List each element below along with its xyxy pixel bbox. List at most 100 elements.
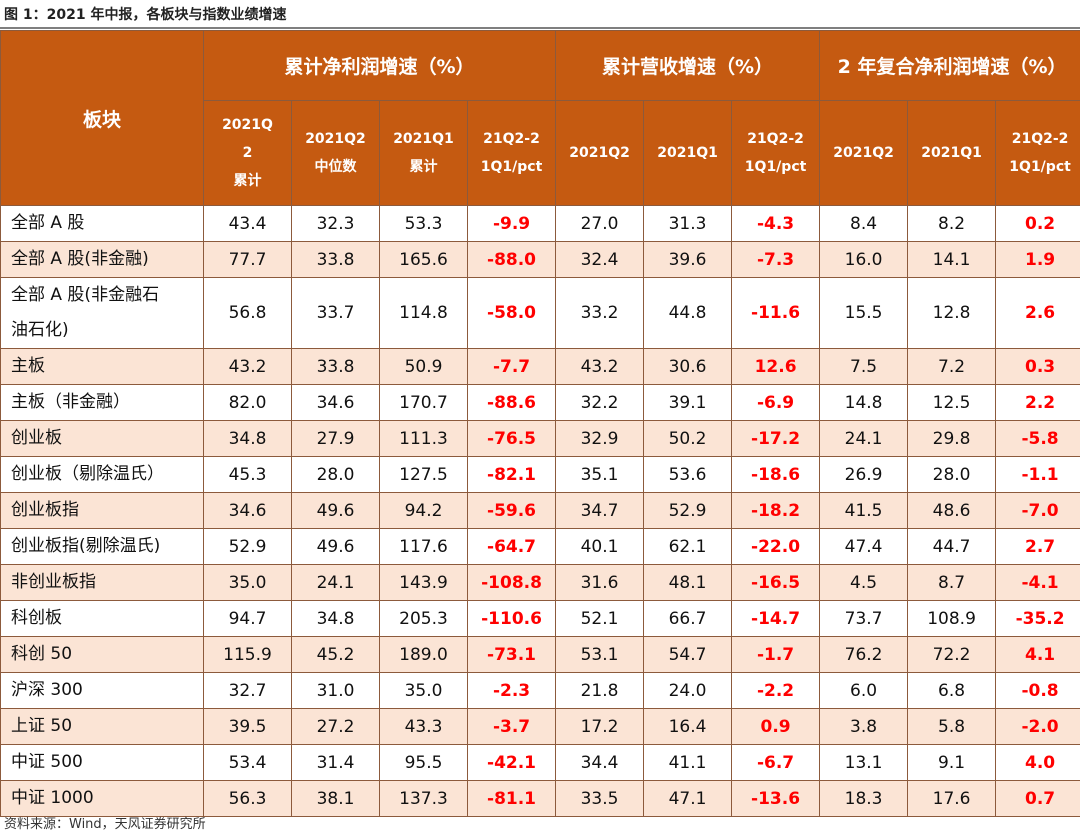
value-cell: 33.8	[291, 348, 380, 385]
value-cell: 2.6	[995, 277, 1080, 349]
value-cell: 31.4	[291, 744, 380, 781]
value-cell: -2.0	[995, 708, 1080, 745]
value-cell: 12.8	[907, 277, 997, 349]
table-row: 全部 A 股 43.4 32.3 53.3 -9.9 27.0 31.3 -4.3 8.4 8.2…	[0, 205, 1080, 242]
table-row: 科创 50 115.9 45.2 189.0 -73.1 53.1 54.7 -1.7 76.2…	[0, 636, 1080, 673]
group-header-net-profit: 累计净利润增速（%）	[202, 30, 557, 101]
row-label-line: 创业板指(剔除温氏)	[11, 536, 161, 556]
value-cell: 108.9	[907, 600, 997, 637]
row-label-line: 科创 50	[11, 644, 73, 664]
value-cell: 32.7	[203, 672, 292, 709]
table-row: 中证 1000 56.3 38.1 137.3 -81.1 33.5 47.1 -13.6 18…	[0, 780, 1080, 817]
source-note: 资料来源：Wind，天风证券研究所	[4, 817, 206, 832]
value-cell: 3.8	[819, 708, 909, 745]
value-cell: 53.3	[379, 205, 468, 242]
value-cell: 41.5	[819, 492, 909, 529]
table-row: 科创板 94.7 34.8 205.3 -110.6 52.1 66.7 -14.7 73.7 1…	[0, 600, 1080, 637]
value-cell: 13.1	[819, 744, 909, 781]
row-label: 创业板（剔除温氏）	[0, 456, 204, 493]
value-cell: -7.3	[731, 241, 821, 278]
row-label: 科创 50	[0, 636, 204, 673]
value-cell: -73.1	[466, 636, 557, 673]
value-cell: 4.5	[819, 564, 909, 601]
value-cell: 34.6	[203, 492, 292, 529]
value-cell: -6.9	[731, 384, 821, 421]
row-label: 创业板指(剔除温氏)	[0, 528, 204, 565]
value-cell: -64.7	[466, 528, 557, 565]
value-cell: 0.2	[995, 205, 1080, 242]
value-cell: 24.0	[643, 672, 733, 709]
value-cell: -7.7	[466, 348, 557, 385]
group-header-revenue: 累计营收增速（%）	[555, 30, 821, 101]
table-row: 主板（非金融） 82.0 34.6 170.7 -88.6 32.2 39.1 -6.9 14.…	[0, 384, 1080, 421]
value-cell: 94.2	[379, 492, 468, 529]
value-cell: 56.8	[203, 277, 292, 349]
value-cell: -4.3	[731, 205, 821, 242]
value-cell: 33.8	[291, 241, 380, 278]
value-cell: 24.1	[291, 564, 380, 601]
row-label: 主板	[0, 348, 204, 385]
value-cell: 62.1	[643, 528, 733, 565]
subheader-line: 2021Q1	[921, 145, 982, 161]
group-header-2y-cagr: 2 年复合净利润增速（%）	[819, 30, 1080, 101]
subheader-line: 21Q2-2	[483, 131, 540, 147]
value-cell: 94.7	[203, 600, 292, 637]
value-cell: 165.6	[379, 241, 468, 278]
value-cell: 95.5	[379, 744, 468, 781]
subheader-line: 2021Q1	[393, 131, 454, 147]
value-cell: 32.3	[291, 205, 380, 242]
value-cell: -2.3	[466, 672, 557, 709]
value-cell: -76.5	[466, 420, 557, 457]
value-cell: -18.6	[731, 456, 821, 493]
table-row: 沪深 300 32.7 31.0 35.0 -2.3 21.8 24.0 -2.2 6.0 6.8…	[0, 672, 1080, 709]
subheader-line: 1Q1/pct	[1009, 159, 1071, 175]
value-cell: 14.8	[819, 384, 909, 421]
table-row: 创业板（剔除温氏） 45.3 28.0 127.5 -82.1 35.1 53.6 -18.6…	[0, 456, 1080, 493]
value-cell: 34.8	[203, 420, 292, 457]
table-row: 全部 A 股(非金融) 77.7 33.8 165.6 -88.0 32.4 39.6 -7.…	[0, 241, 1080, 278]
table-body: 全部 A 股 43.4 32.3 53.3 -9.9 27.0 31.3 -4.3 8.4 8.2…	[0, 205, 1080, 817]
value-cell: 18.3	[819, 780, 909, 817]
value-cell: 52.9	[203, 528, 292, 565]
value-cell: 6.8	[907, 672, 997, 709]
value-cell: 49.6	[291, 528, 380, 565]
value-cell: 127.5	[379, 456, 468, 493]
value-cell: 32.4	[555, 241, 645, 278]
value-cell: 17.2	[555, 708, 645, 745]
value-cell: 49.6	[291, 492, 380, 529]
value-cell: 35.0	[379, 672, 468, 709]
value-cell: -4.1	[995, 564, 1080, 601]
row-label: 中证 1000	[0, 780, 204, 817]
value-cell: -3.7	[466, 708, 557, 745]
value-cell: -6.7	[731, 744, 821, 781]
subheader-cell: 21Q2-2 1Q1/pct	[731, 100, 821, 206]
row-label: 非创业板指	[0, 564, 204, 601]
value-cell: 28.0	[291, 456, 380, 493]
value-cell: 7.2	[907, 348, 997, 385]
value-cell: 47.1	[643, 780, 733, 817]
value-cell: 43.2	[555, 348, 645, 385]
value-cell: 2.7	[995, 528, 1080, 565]
value-cell: 44.8	[643, 277, 733, 349]
value-cell: -13.6	[731, 780, 821, 817]
value-cell: 48.1	[643, 564, 733, 601]
value-cell: -42.1	[466, 744, 557, 781]
value-cell: 56.3	[203, 780, 292, 817]
subheader-line: 21Q2-2	[747, 131, 804, 147]
value-cell: -14.7	[731, 600, 821, 637]
value-cell: 50.2	[643, 420, 733, 457]
value-cell: 33.7	[291, 277, 380, 349]
value-cell: 73.7	[819, 600, 909, 637]
subheader-cell: 21Q2-2 1Q1/pct	[995, 100, 1080, 206]
value-cell: 115.9	[203, 636, 292, 673]
value-cell: 111.3	[379, 420, 468, 457]
row-label: 中证 500	[0, 744, 204, 781]
value-cell: 189.0	[379, 636, 468, 673]
value-cell: 45.3	[203, 456, 292, 493]
row-label-line: 主板	[11, 356, 45, 376]
table-row: 上证 50 39.5 27.2 43.3 -3.7 17.2 16.4 0.9 3.8 5.8 -2…	[0, 708, 1080, 745]
value-cell: 32.9	[555, 420, 645, 457]
value-cell: 82.0	[203, 384, 292, 421]
value-cell: 27.0	[555, 205, 645, 242]
value-cell: 43.3	[379, 708, 468, 745]
